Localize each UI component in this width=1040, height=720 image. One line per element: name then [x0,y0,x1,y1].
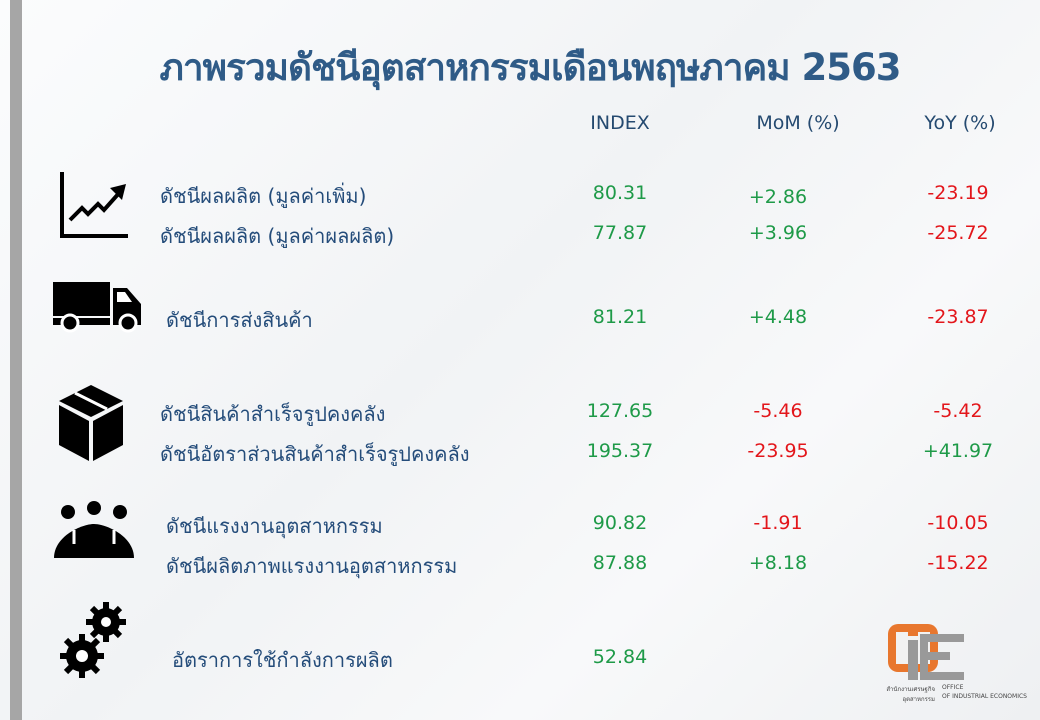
index-value: 87.88 [592,552,648,574]
row-label: ดัชนีสินค้าสำเร็จรูปคงคลัง [160,402,386,426]
yoy-value: -23.19 [927,182,989,204]
oie-logo: สำนักงานเศรษฐกิจอุตสาหกรรม OFFICE OF IND… [860,620,1030,710]
index-value: 80.31 [592,182,648,204]
row-label: ดัชนีผลิตภาพแรงงานอุตสาหกรรม [166,554,458,578]
row-label: ดัชนีอัตราส่วนสินค้าสำเร็จรูปคงคลัง [160,442,470,466]
index-value: 77.87 [592,222,648,244]
gears-icon [60,602,126,678]
yoy-value: -10.05 [927,512,989,534]
people-icon [54,501,134,558]
box-icon [59,385,123,461]
mom-value: -23.95 [747,440,809,462]
header-mom: MoM (%) [756,112,840,134]
yoy-value: -23.87 [927,306,989,328]
index-value: 52.84 [592,646,648,668]
yoy-value: -5.42 [933,400,983,422]
mom-value: -5.46 [753,400,803,422]
logo-thai-text: สำนักงานเศรษฐกิจอุตสาหกรรม [886,686,935,703]
yoy-value: -15.22 [927,552,989,574]
mom-value: +3.96 [748,222,808,244]
yoy-value: -25.72 [927,222,989,244]
left-accent-bar [10,0,22,720]
header-yoy: YoY (%) [924,112,996,134]
mom-value: +2.86 [748,186,808,208]
row-label: ดัชนีผลผลิต (มูลค่าเพิ่ม) [160,184,367,208]
index-value: 195.37 [586,440,654,462]
logo-en-line1: OFFICE [942,684,964,691]
yoy-value: +41.97 [922,440,994,462]
mom-value: -1.91 [753,512,803,534]
row-label: อัตราการใช้กำลังการผลิต [172,648,393,672]
oie-logo-mark [888,624,964,680]
page-title: ภาพรวมดัชนีอุตสาหกรรมเดือนพฤษภาคม 2563 [159,46,901,89]
index-value: 90.82 [592,512,648,534]
logo-en-line2: OF INDUSTRIAL ECONOMICS [942,693,1027,700]
row-label: ดัชนีการส่งสินค้า [166,308,313,332]
row-label: ดัชนีแรงงานอุตสาหกรรม [166,514,383,538]
mom-value: +4.48 [748,306,808,328]
truck-icon [53,282,141,333]
index-value: 127.65 [586,400,654,422]
mom-value: +8.18 [748,552,808,574]
index-value: 81.21 [592,306,648,328]
header-index: INDEX [590,112,650,134]
row-label: ดัชนีผลผลิต (มูลค่าผลผลิต) [160,224,395,248]
trend-chart-icon [60,172,128,238]
